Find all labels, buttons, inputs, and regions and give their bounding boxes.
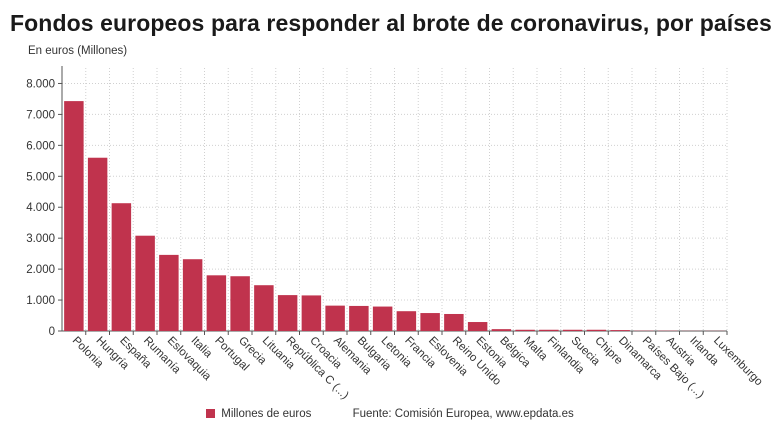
bar — [206, 275, 227, 331]
bar — [491, 329, 512, 331]
bar — [182, 259, 203, 331]
bar — [159, 254, 179, 331]
chart-footer: Millones de euros Fuente: Comisión Europ… — [0, 408, 780, 420]
bar — [254, 285, 274, 331]
bar — [586, 329, 607, 331]
bar — [444, 313, 464, 331]
y-tick-label: 8.000 — [26, 78, 55, 90]
chart-title: Fondos europeos para responder al brote … — [10, 10, 772, 36]
bar — [539, 329, 559, 331]
y-tick-label: 6.000 — [26, 140, 55, 152]
legend-swatch — [206, 409, 216, 418]
bar — [87, 157, 108, 331]
legend-label: Millones de euros — [221, 408, 312, 420]
y-axis-unit-label: En euros (Millones) — [28, 45, 128, 57]
y-tick-label: 5.000 — [26, 171, 55, 183]
y-tick-label: 3.000 — [26, 233, 55, 245]
y-tick-label: 7.000 — [26, 109, 55, 121]
source-note: Fuente: Comisión Europea, www.epdata.es — [352, 408, 574, 420]
bar — [372, 306, 393, 331]
bar — [467, 322, 488, 331]
bar — [420, 313, 440, 331]
y-tick-label: 2.000 — [26, 264, 55, 276]
bar — [277, 295, 298, 331]
bar — [325, 305, 345, 331]
legend-item: Millones de euros — [206, 408, 311, 420]
bar — [111, 203, 132, 331]
bar — [230, 276, 250, 331]
bar — [610, 330, 630, 331]
y-tick-label: 0 — [49, 326, 55, 338]
bar — [562, 329, 583, 331]
y-tick-label: 1.000 — [26, 295, 55, 307]
bar — [349, 305, 369, 331]
bar — [515, 329, 535, 331]
x-tick-label: Luxemburgo — [711, 335, 765, 389]
bar — [135, 235, 155, 331]
bar — [64, 101, 84, 331]
bar — [396, 311, 417, 331]
bar — [301, 295, 322, 331]
y-tick-label: 4.000 — [26, 202, 55, 214]
